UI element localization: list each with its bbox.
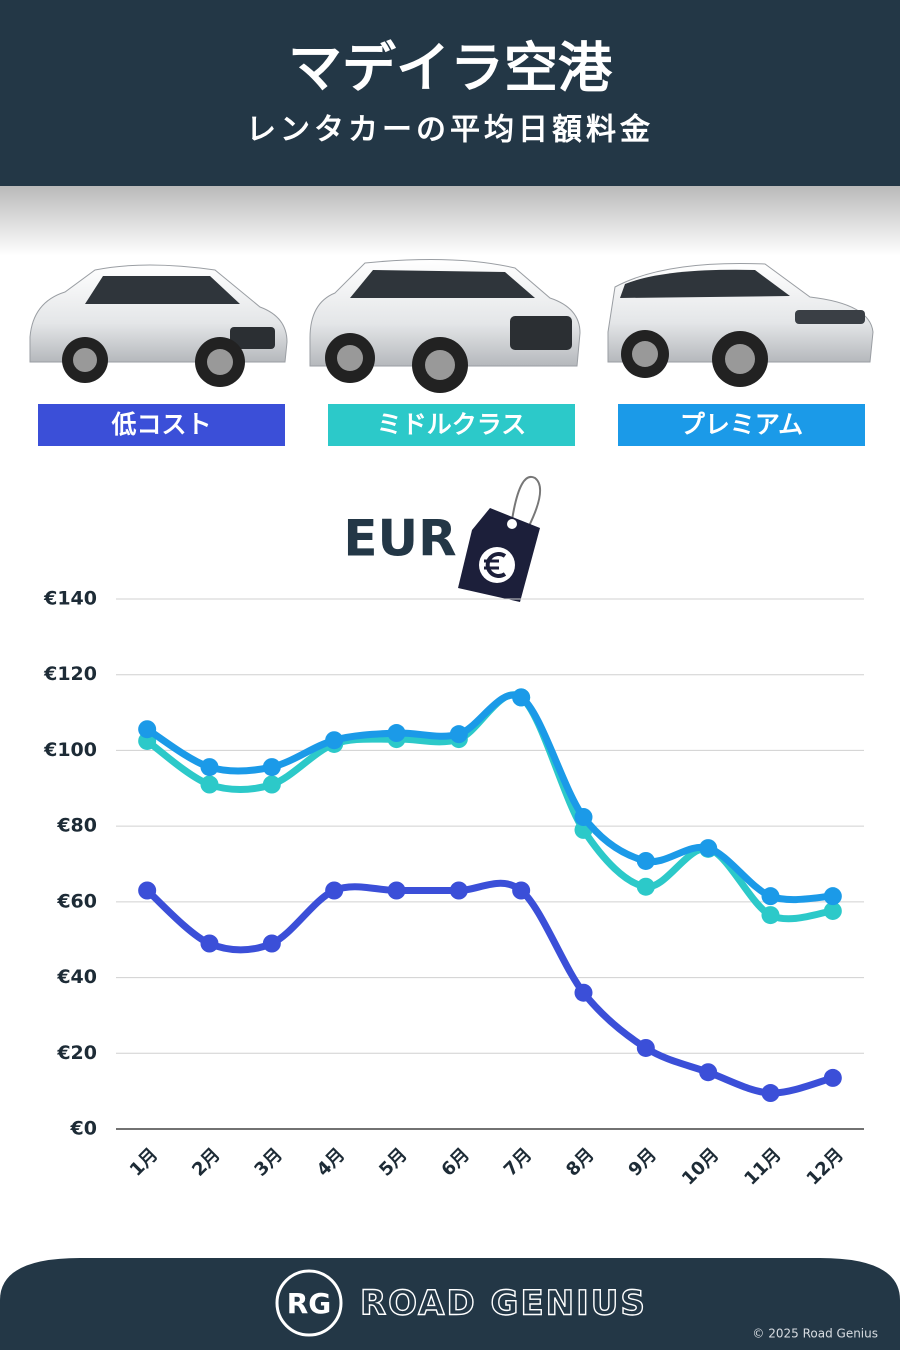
currency-label: EUR [343, 510, 456, 568]
x-tick-label: 2月 [188, 1144, 224, 1180]
data-point [823, 1068, 842, 1087]
data-point [512, 688, 531, 707]
legend-label: プレミアム [680, 410, 803, 439]
legend-label: ミドルクラス [377, 410, 527, 439]
x-tick-label: 5月 [375, 1144, 411, 1180]
data-point [823, 887, 842, 906]
price-tag-icon [458, 475, 542, 602]
data-point [761, 906, 780, 925]
data-point [262, 758, 281, 777]
title: マデイラ空港 [288, 37, 613, 100]
data-point [699, 1063, 718, 1082]
data-point [449, 881, 468, 900]
car-suv [309, 258, 581, 393]
y-tick-label: €60 [56, 890, 97, 912]
subtitle: レンタカーの平均日額料金 [246, 113, 654, 148]
y-tick-label: €100 [43, 739, 97, 761]
data-point [761, 887, 780, 906]
data-point [761, 1084, 780, 1103]
data-point [387, 724, 406, 743]
data-point [636, 877, 655, 896]
x-tick-label: 12月 [803, 1144, 848, 1189]
y-tick-label: €20 [56, 1042, 97, 1064]
data-point [138, 881, 157, 900]
data-point [823, 901, 842, 920]
data-point [574, 983, 593, 1002]
legend-swatch [38, 404, 285, 446]
legend-swatch [328, 404, 575, 446]
data-point [262, 775, 281, 794]
logo: RG [287, 1287, 332, 1320]
data-point [387, 881, 406, 900]
series-line [143, 879, 837, 1097]
x-tick-label: 9月 [624, 1144, 660, 1180]
x-tick-label: 7月 [500, 1144, 536, 1180]
footer-band [0, 1258, 900, 1350]
legend-label: 低コスト [110, 410, 211, 439]
copyright: © 2025 Road Genius [752, 1327, 878, 1341]
y-tick-label: €40 [56, 966, 97, 988]
y-tick-label: €140 [43, 588, 97, 610]
x-tick-label: 4月 [313, 1144, 349, 1180]
x-tick-label: 6月 [437, 1144, 473, 1180]
data-point [636, 851, 655, 870]
y-tick-label: €120 [43, 663, 97, 685]
data-point [512, 881, 531, 900]
y-tick-label: €0 [70, 1118, 97, 1140]
data-point [636, 1038, 655, 1057]
data-point [200, 934, 219, 953]
logo-ring [275, 1269, 343, 1337]
x-tick-label: 3月 [250, 1144, 286, 1180]
line-chart: €0 €20 €40 €60 €80 €100 €120 €140 1月 2月 3月 4月 5月 6月 7月… [43, 588, 864, 1190]
data-point [262, 934, 281, 953]
header-shadow [0, 186, 900, 256]
x-tick-label: 11月 [740, 1144, 785, 1189]
data-point [574, 808, 593, 827]
car-premium-suv [607, 263, 874, 387]
car-hatchback [29, 264, 288, 387]
x-tick-label: 1月 [126, 1144, 162, 1180]
data-point [699, 839, 718, 858]
x-tick-label: 8月 [562, 1144, 598, 1180]
data-point [325, 731, 344, 750]
y-tick-label: €80 [56, 815, 97, 837]
data-point [449, 725, 468, 744]
data-point [325, 881, 344, 900]
data-point [200, 758, 219, 777]
legend: 低コスト ミドルクラス プレミアム [38, 404, 865, 446]
legend-swatch [618, 404, 865, 446]
brand: ROAD GENIUS [360, 1284, 647, 1324]
data-point [138, 720, 157, 739]
x-tick-label: 10月 [678, 1144, 723, 1189]
data-point [200, 775, 219, 794]
header-band [0, 0, 900, 186]
